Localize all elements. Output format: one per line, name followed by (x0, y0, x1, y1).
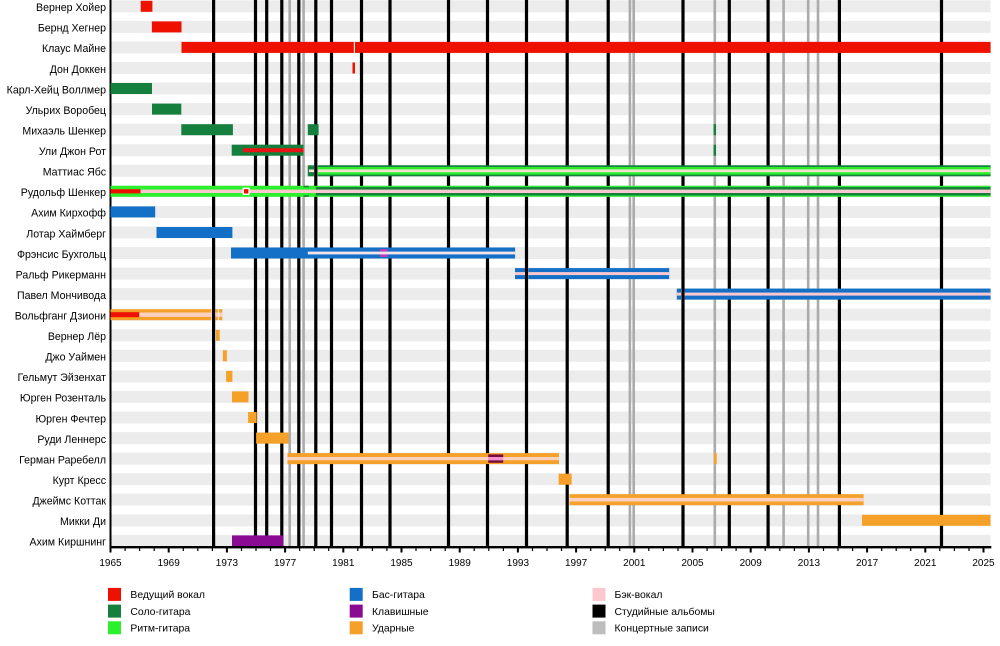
svg-text:Руди Леннерс: Руди Леннерс (37, 434, 106, 446)
svg-text:1997: 1997 (565, 558, 588, 569)
svg-text:Ули Джон Рот: Ули Джон Рот (39, 146, 106, 158)
svg-text:Клавишные: Клавишные (372, 607, 429, 618)
svg-text:Вернер Лёр: Вернер Лёр (48, 331, 106, 343)
svg-text:1965: 1965 (99, 558, 122, 569)
svg-text:Михаэль Шенкер: Михаэль Шенкер (22, 126, 106, 138)
svg-text:Юрген Фечтер: Юрген Фечтер (35, 413, 106, 425)
svg-text:1969: 1969 (158, 558, 181, 569)
svg-text:Студийные альбомы: Студийные альбомы (615, 606, 715, 618)
svg-text:1985: 1985 (390, 558, 413, 569)
svg-text:Фрэнсис Бухгольц: Фрэнсис Бухгольц (17, 249, 106, 261)
svg-text:2005: 2005 (681, 558, 704, 569)
svg-text:Соло-гитара: Соло-гитара (130, 607, 190, 618)
svg-text:Маттиас Ябс: Маттиас Ябс (43, 167, 107, 179)
svg-text:1977: 1977 (274, 558, 297, 569)
svg-text:Гельмут Эйзенхат: Гельмут Эйзенхат (18, 372, 107, 384)
svg-text:Карл-Хейц Воллмер: Карл-Хейц Воллмер (7, 84, 106, 96)
svg-text:2009: 2009 (740, 558, 763, 569)
svg-text:Джо Уаймен: Джо Уаймен (45, 352, 106, 364)
svg-text:2001: 2001 (623, 558, 646, 569)
svg-text:1993: 1993 (507, 558, 530, 569)
svg-text:Лотар Хаймберг: Лотар Хаймберг (26, 228, 106, 240)
svg-text:Клаус Майне: Клаус Майне (42, 43, 106, 55)
svg-text:Вольфганг Дзиони: Вольфганг Дзиони (15, 311, 106, 323)
svg-text:2017: 2017 (856, 558, 879, 569)
svg-text:Ударные: Ударные (372, 624, 415, 635)
svg-text:Ахим Кирхофф: Ахим Кирхофф (31, 208, 106, 220)
svg-text:Герман Раребелл: Герман Раребелл (19, 454, 106, 466)
svg-text:2025: 2025 (972, 558, 995, 569)
svg-text:1989: 1989 (449, 558, 472, 569)
svg-text:Ахим Киршнинг: Ахим Киршнинг (30, 537, 107, 549)
svg-text:2021: 2021 (914, 558, 937, 569)
svg-text:Концертные записи: Концертные записи (615, 624, 710, 635)
svg-text:Бернд Хегнер: Бернд Хегнер (38, 23, 106, 35)
svg-text:Дон Доккен: Дон Доккен (50, 64, 106, 76)
svg-text:Ральф Рикерманн: Ральф Рикерманн (16, 269, 107, 281)
svg-text:Юрген Розенталь: Юрген Розенталь (20, 393, 107, 405)
svg-text:1973: 1973 (216, 558, 239, 569)
svg-text:Микки Ди: Микки Ди (60, 516, 106, 528)
svg-text:Павел Мончивода: Павел Мончивода (17, 290, 106, 302)
svg-text:Курт Кресс: Курт Кресс (53, 475, 107, 487)
svg-text:Вернер Хойер: Вернер Хойер (36, 2, 106, 14)
svg-text:2013: 2013 (798, 558, 821, 569)
svg-text:Джеймс Коттак: Джеймс Коттак (32, 496, 106, 508)
svg-text:Ульрих Воробец: Ульрих Воробец (26, 105, 106, 117)
svg-text:Рудольф Шенкер: Рудольф Шенкер (21, 187, 106, 199)
svg-text:Ритм-гитара: Ритм-гитара (130, 624, 190, 635)
svg-text:1981: 1981 (332, 558, 355, 569)
svg-text:Ведущий вокал: Ведущий вокал (130, 590, 205, 601)
svg-text:Бас-гитара: Бас-гитара (372, 590, 425, 601)
svg-text:Бэк-вокал: Бэк-вокал (615, 590, 663, 601)
